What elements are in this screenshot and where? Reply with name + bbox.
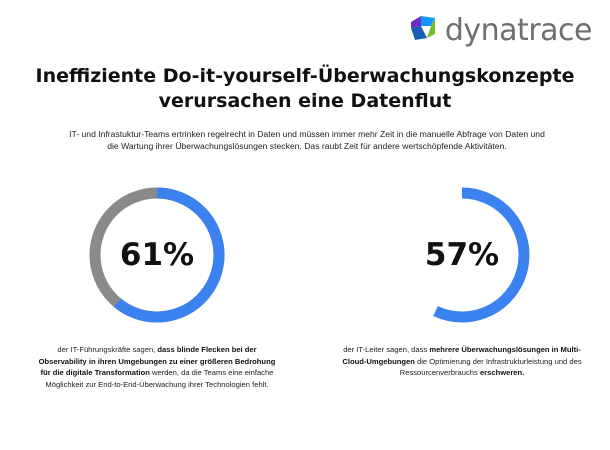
progress-ring-right-svg [394, 187, 530, 323]
stat-value-left: 61% [119, 237, 195, 273]
progress-ring-left: 61% [82, 180, 232, 330]
stat-caption-left-text-1: der IT-Führungskräfte sagen, [57, 345, 158, 354]
intro-paragraph: IT- und Infrastuktur-Teams ertrinken reg… [69, 129, 545, 151]
dynatrace-logo: dynatrace [407, 12, 593, 49]
stat-caption-right: der IT-Leiter sagen, dass mehrere Überwa… [342, 344, 582, 379]
stat-caption-left-bold-1: dass blinde Flecken bei der Observabilit… [38, 345, 276, 377]
stat-caption-left-text-2: werden, da die Teams eine einfache Mögli… [45, 368, 274, 389]
progress-ring-right: 57% [387, 180, 537, 330]
progress-ring-left-svg [89, 187, 225, 323]
page-title-line-1: Ineffiziente Do-it-yourself-Überwachungs… [35, 65, 575, 87]
progress-ring-right-fill [394, 187, 530, 323]
page-title: Ineffiziente Do-it-yourself-Überwachungs… [20, 64, 590, 114]
dynatrace-logo-icon [407, 12, 439, 49]
progress-ring-left-fill [89, 187, 225, 323]
stat-caption-right-text-2: die Optimierung der Infrastrukturleistun… [399, 356, 582, 378]
stat-caption-left: der IT-Führungskräfte sagen, dass blinde… [37, 344, 277, 390]
page-title-line-2: verursachen eine Datenflut [158, 90, 452, 112]
dynatrace-wordmark: dynatrace [444, 12, 593, 48]
stat-caption-right-text-1: der IT-Leiter sagen, dass [343, 345, 430, 354]
stat-caption-right-bold-1: mehrere Überwachungslösungen in Multi-Cl… [342, 345, 581, 366]
stat-value-right: 57% [424, 237, 500, 273]
stat-caption-right-bold-2: erschweren. [479, 368, 525, 377]
